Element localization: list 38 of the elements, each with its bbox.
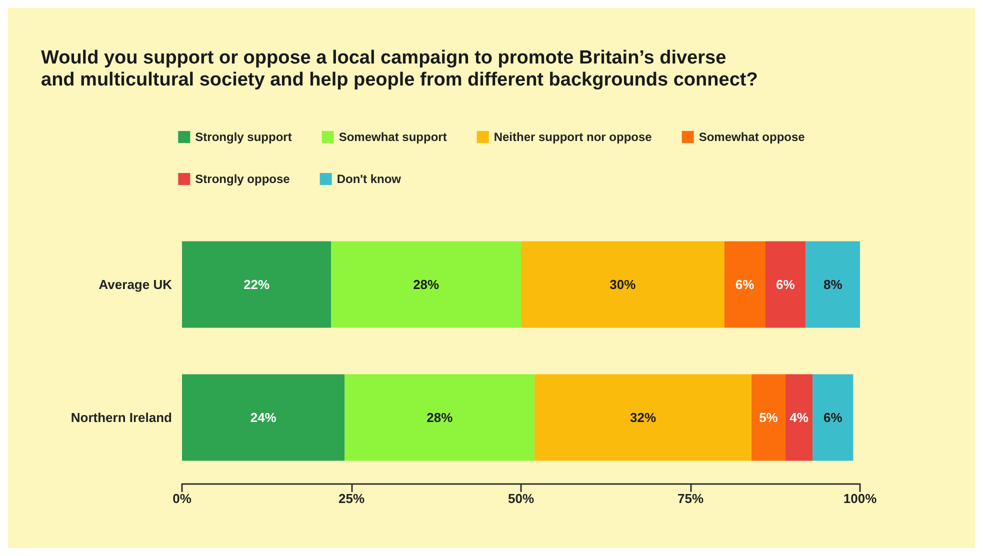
bar (521, 241, 724, 328)
bar (344, 374, 535, 461)
bar (785, 374, 813, 461)
data-label: 28% (413, 277, 440, 292)
y-tick-label: Average UK (98, 277, 173, 292)
bar (534, 374, 752, 461)
data-label: 6% (735, 277, 755, 292)
bar (752, 374, 786, 461)
bar (724, 241, 766, 328)
x-tick-label: 75% (677, 491, 704, 506)
legend-label: Neither support nor oppose (494, 130, 652, 144)
x-tick-label: 100% (843, 491, 878, 506)
data-label: 6% (776, 277, 796, 292)
legend-label: Somewhat oppose (698, 130, 806, 144)
bar (806, 241, 860, 328)
bar (331, 241, 521, 328)
bar (182, 241, 332, 328)
data-label: 8% (823, 277, 843, 292)
legend-label: Strongly oppose (195, 172, 290, 186)
legend-label: Strongly support (195, 130, 292, 144)
data-label: 22% (244, 277, 270, 292)
legend-label: Don't know (336, 172, 402, 186)
legend-label: Somewhat support (338, 130, 447, 144)
bar (812, 374, 854, 461)
data-label: 30% (610, 277, 636, 292)
data-label: 32% (630, 410, 656, 425)
chart-title: Would you support or oppose a local campaign to promote Britain’s diverse and multicultural society and help people from different backgrounds connect? (41, 48, 758, 90)
y-tick-label: Northern Ireland (70, 410, 172, 425)
data-label: 5% (759, 410, 778, 425)
data-label: 4% (790, 410, 809, 425)
bar (182, 374, 345, 461)
data-label: 24% (250, 410, 277, 425)
bar (765, 241, 806, 328)
x-tick-label: 25% (338, 491, 365, 506)
data-label: 6% (823, 410, 843, 425)
x-tick-label: 50% (508, 491, 534, 506)
data-label: 28% (426, 410, 454, 425)
x-tick-label: 0% (172, 491, 192, 506)
